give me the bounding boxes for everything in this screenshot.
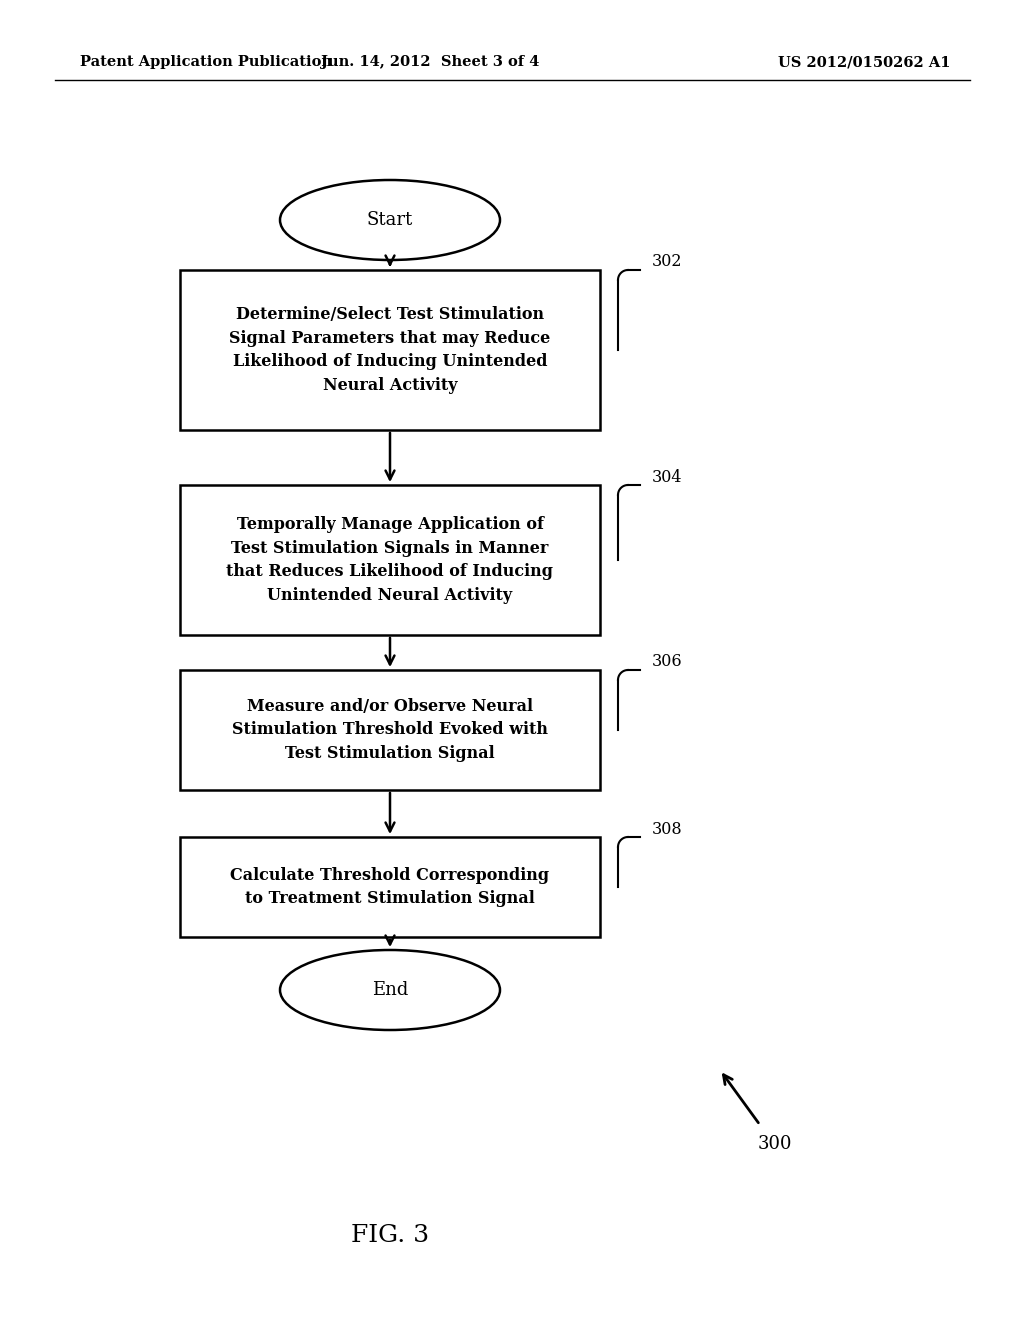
Text: 302: 302 bbox=[652, 253, 683, 271]
Text: End: End bbox=[372, 981, 409, 999]
Text: Start: Start bbox=[367, 211, 413, 228]
Text: 308: 308 bbox=[652, 821, 683, 837]
Text: US 2012/0150262 A1: US 2012/0150262 A1 bbox=[777, 55, 950, 69]
Text: Measure and/or Observe Neural
Stimulation Threshold Evoked with
Test Stimulation: Measure and/or Observe Neural Stimulatio… bbox=[232, 698, 548, 762]
Text: 300: 300 bbox=[758, 1135, 793, 1152]
Text: Determine/Select Test Stimulation
Signal Parameters that may Reduce
Likelihood o: Determine/Select Test Stimulation Signal… bbox=[229, 306, 551, 393]
Text: Jun. 14, 2012  Sheet 3 of 4: Jun. 14, 2012 Sheet 3 of 4 bbox=[321, 55, 540, 69]
Text: Calculate Threshold Corresponding
to Treatment Stimulation Signal: Calculate Threshold Corresponding to Tre… bbox=[230, 867, 550, 907]
Text: Temporally Manage Application of
Test Stimulation Signals in Manner
that Reduces: Temporally Manage Application of Test St… bbox=[226, 516, 554, 603]
Text: FIG. 3: FIG. 3 bbox=[351, 1224, 429, 1246]
Text: 304: 304 bbox=[652, 469, 683, 486]
Text: 306: 306 bbox=[652, 653, 683, 671]
Text: Patent Application Publication: Patent Application Publication bbox=[80, 55, 332, 69]
